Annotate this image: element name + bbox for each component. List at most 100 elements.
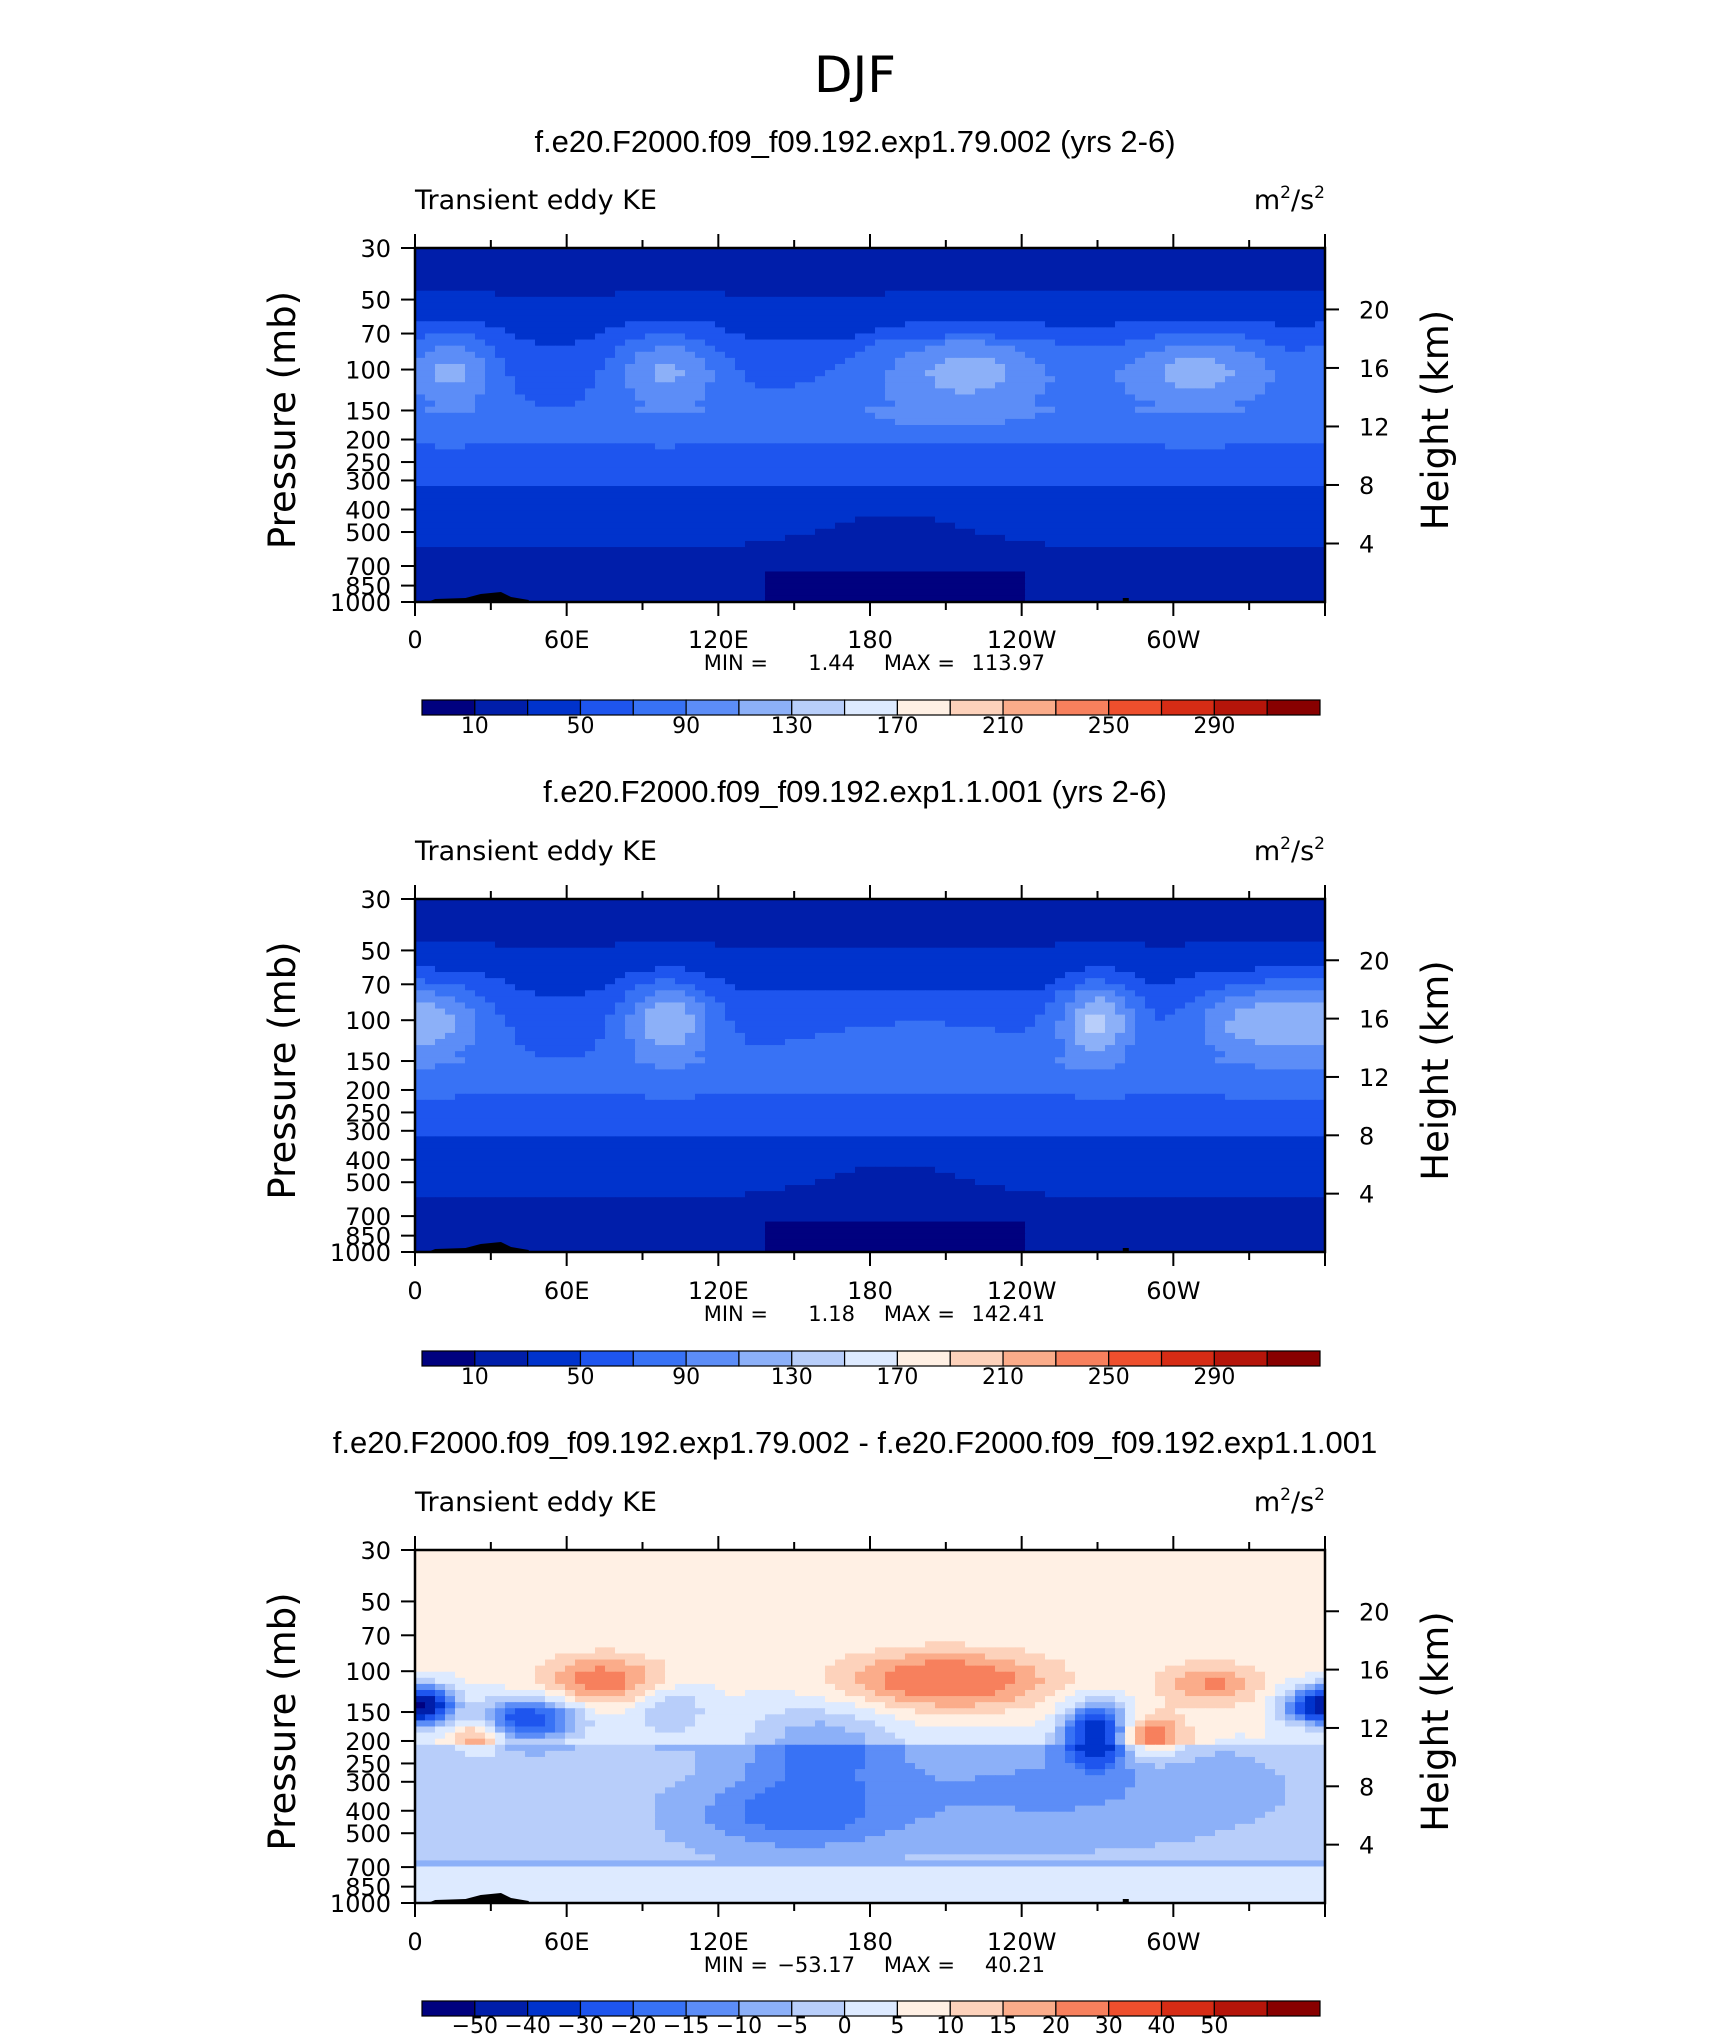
contour-cell	[1215, 571, 1226, 579]
contour-cell	[515, 431, 526, 438]
contour-cell	[1035, 553, 1046, 560]
contour-cell	[925, 272, 936, 280]
contour-cell	[1275, 528, 1286, 536]
contour-cell	[695, 528, 706, 536]
contour-cell	[485, 510, 496, 518]
contour-cell	[695, 425, 706, 432]
contour-cell	[875, 479, 886, 487]
contour-cell	[425, 363, 436, 371]
contour-cell	[1135, 547, 1146, 554]
contour-cell	[695, 290, 706, 298]
contour-cell	[825, 528, 836, 536]
contour-cell	[695, 504, 706, 512]
contour-cell	[475, 431, 486, 438]
contour-cell	[1285, 425, 1296, 432]
contour-cell	[645, 559, 656, 566]
contour-cell	[675, 437, 686, 444]
contour-cell	[1135, 437, 1146, 444]
contour-cell	[815, 394, 826, 402]
contour-cell	[1275, 278, 1286, 286]
contour-cell	[735, 492, 746, 499]
contour-cell	[785, 296, 796, 304]
contour-cell	[455, 284, 466, 292]
contour-cell	[1185, 260, 1196, 267]
contour-cell	[965, 510, 976, 518]
contour-cell	[945, 547, 956, 554]
contour-cell	[575, 327, 586, 335]
contour-cell	[655, 504, 666, 512]
contour-cell	[665, 400, 676, 408]
contour-cell	[1005, 547, 1016, 554]
contour-cell	[425, 394, 436, 402]
contour-cell	[725, 516, 736, 524]
contour-cell	[805, 473, 816, 481]
contour-cell	[1155, 534, 1166, 542]
contour-cell	[485, 516, 496, 524]
contour-cell	[785, 571, 796, 579]
contour-cell	[1255, 290, 1266, 298]
contour-cell	[1205, 449, 1216, 457]
contour-cell	[615, 333, 626, 341]
contour-cell	[735, 540, 746, 548]
contour-cell	[815, 467, 826, 475]
contour-cell	[845, 449, 856, 457]
contour-cell	[1075, 577, 1086, 585]
contour-cell	[955, 559, 966, 566]
contour-cell	[635, 315, 646, 322]
contour-cell	[805, 382, 816, 389]
contour-cell	[645, 284, 656, 292]
contour-cell	[1015, 382, 1026, 389]
contour-cell	[1315, 388, 1326, 396]
contour-cell	[1225, 522, 1236, 530]
contour-cell	[875, 577, 886, 585]
contour-cell	[1035, 510, 1046, 518]
contour-cell	[585, 559, 596, 566]
contour-cell	[995, 486, 1006, 493]
contour-cell	[1255, 498, 1266, 505]
contour-cell	[1265, 504, 1276, 512]
contour-cell	[1275, 370, 1286, 377]
contour-cell	[935, 254, 946, 261]
contour-cell	[995, 278, 1006, 286]
contour-cell	[755, 418, 766, 426]
contour-cell	[895, 455, 906, 463]
contour-cell	[535, 559, 546, 566]
contour-cell	[695, 559, 706, 566]
contour-cell	[565, 296, 576, 304]
contour-cell	[915, 333, 926, 341]
contour-cell	[435, 388, 446, 396]
contour-cell	[1305, 260, 1316, 267]
contour-cell	[415, 357, 426, 365]
contour-cell	[915, 388, 926, 396]
contour-cell	[1055, 504, 1066, 512]
contour-cell	[415, 363, 426, 371]
contour-cell	[1025, 418, 1036, 426]
contour-cell	[635, 522, 646, 530]
contour-cell	[1045, 400, 1056, 408]
contour-cell	[515, 290, 526, 298]
contour-cell	[1255, 437, 1266, 444]
contour-cell	[635, 547, 646, 554]
contour-cell	[445, 302, 456, 310]
contour-cell	[415, 510, 426, 518]
contour-cell	[415, 345, 426, 353]
contour-cell	[1305, 559, 1316, 566]
contour-cell	[585, 553, 596, 560]
contour-cell	[525, 473, 536, 481]
contour-cell	[1045, 248, 1056, 255]
contour-cell	[925, 571, 936, 579]
contour-cell	[645, 315, 656, 322]
contour-cell	[575, 345, 586, 353]
contour-cell	[585, 486, 596, 493]
contour-cell	[965, 400, 976, 408]
contour-cell	[1235, 565, 1246, 573]
contour-cell	[655, 467, 666, 475]
contour-cell	[785, 272, 796, 280]
contour-cell	[1215, 382, 1226, 389]
contour-cell	[495, 479, 506, 487]
contour-cell	[455, 553, 466, 560]
contour-cell	[505, 577, 516, 585]
contour-cell	[965, 376, 976, 383]
contour-cell	[895, 382, 906, 389]
contour-cell	[1095, 516, 1106, 524]
